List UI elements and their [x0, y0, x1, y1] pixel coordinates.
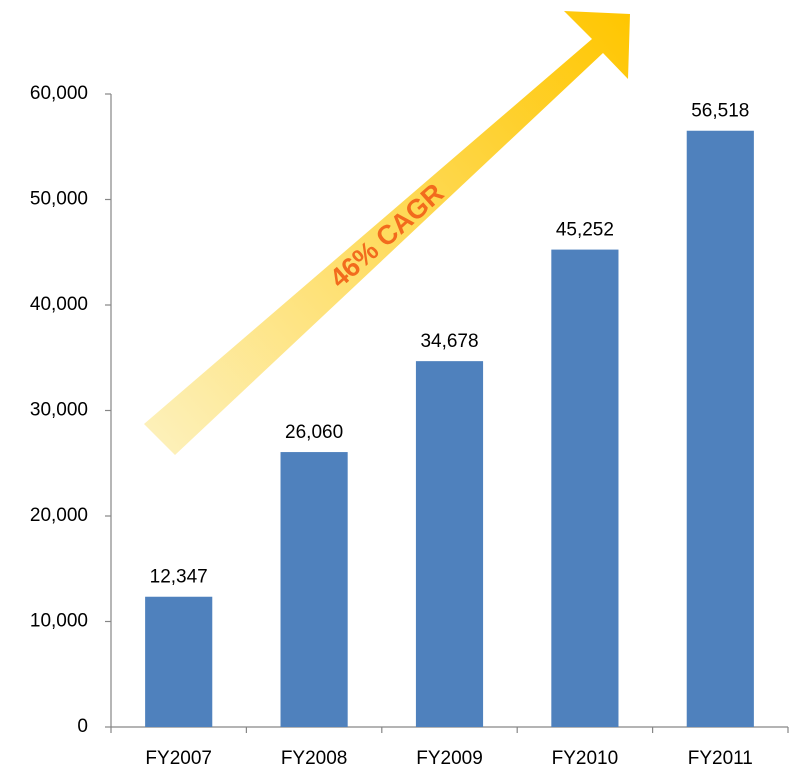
data-labels: 12,347 26,060 34,678 45,252 56,518 [150, 101, 750, 588]
x-tick-label: FY2010 [552, 748, 619, 769]
y-axis [105, 93, 112, 728]
bar-series [145, 130, 754, 727]
x-tick-label: FY2009 [416, 748, 483, 769]
y-tick-labels: 0 10,000 20,000 30,000 40,000 50,000 60,000 [30, 83, 88, 737]
y-tick-label: 60,000 [30, 83, 88, 104]
y-tick-label: 40,000 [30, 294, 88, 315]
bar-fy2010 [551, 249, 619, 727]
data-label: 45,252 [556, 220, 614, 241]
x-tick-label: FY2007 [145, 748, 212, 769]
cagr-arrow-shape [144, 11, 630, 455]
bar-fy2011 [686, 130, 754, 727]
x-tick-labels: FY2007 FY2008 FY2009 FY2010 FY2011 [145, 748, 752, 769]
y-tick-label: 10,000 [30, 611, 88, 632]
bar-fy2007 [145, 596, 213, 727]
bar-fy2008 [280, 452, 348, 727]
y-tick-label: 20,000 [30, 505, 88, 526]
y-tick-label: 0 [77, 716, 88, 737]
data-label: 12,347 [150, 567, 208, 588]
x-axis [110, 726, 789, 733]
data-label: 26,060 [285, 422, 343, 443]
bar-fy2009 [415, 361, 484, 727]
x-tick-label: FY2011 [688, 748, 753, 769]
data-label: 56,518 [691, 101, 749, 122]
x-tick-label: FY2008 [281, 748, 348, 769]
data-label: 34,678 [420, 331, 478, 352]
cagr-annotation-text: 46% CAGR [324, 178, 450, 294]
y-tick-label: 50,000 [30, 189, 88, 210]
y-tick-label: 30,000 [30, 400, 88, 421]
